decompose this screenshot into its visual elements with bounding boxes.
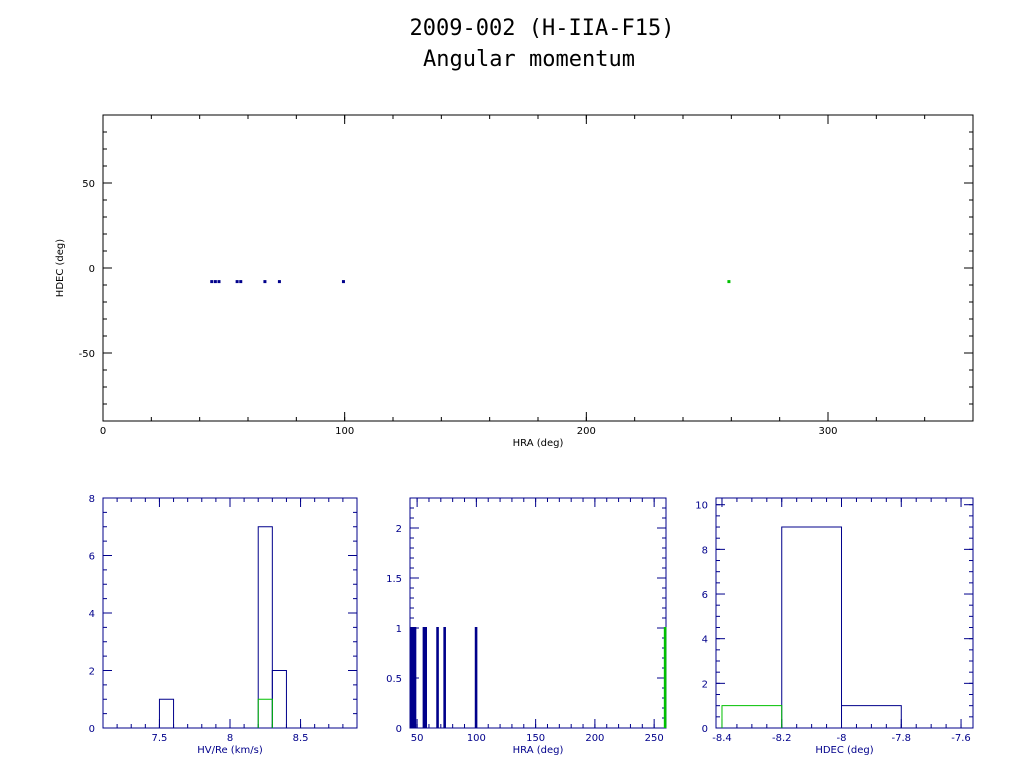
hist_hra-bar bbox=[413, 627, 417, 728]
hist_hv-frame bbox=[102, 497, 358, 729]
hist_hra-frame bbox=[409, 497, 667, 729]
scatter-point bbox=[235, 280, 239, 284]
scatter-point bbox=[277, 280, 281, 284]
hist_hra-bar bbox=[436, 627, 439, 728]
scatter-point bbox=[217, 280, 221, 284]
hist_hv-bar bbox=[158, 698, 175, 728]
scatter-x-tick-label: 300 bbox=[818, 426, 837, 437]
hist_hra-bar bbox=[474, 627, 478, 728]
hist_hdec-y-tick-label: 8 bbox=[702, 545, 708, 556]
hist_hra-x-axis-label: HRA (deg) bbox=[513, 745, 564, 756]
hist_hra-bar bbox=[411, 627, 415, 728]
scatter-y-tick-label: -50 bbox=[79, 349, 95, 360]
scatter-frame bbox=[102, 114, 974, 422]
hist_hra-bar bbox=[422, 627, 426, 728]
hist_hdec-bar bbox=[841, 705, 902, 728]
hist_hra-bar bbox=[424, 627, 427, 728]
hist_hdec-y-tick-label: 0 bbox=[702, 724, 708, 735]
hist_hv-x-tick-label: 8.5 bbox=[293, 733, 309, 744]
hist_hra-x-tick-label: 150 bbox=[526, 733, 545, 744]
hist_hdec-bar bbox=[781, 526, 843, 728]
hist_hv-y-tick-label: 4 bbox=[89, 609, 95, 620]
hist_hdec-y-tick-label: 10 bbox=[695, 501, 708, 512]
hist_hra-y-tick-label: 0 bbox=[396, 724, 402, 735]
scatter-x-tick-label: 200 bbox=[577, 426, 596, 437]
hist_hdec-y-tick-label: 2 bbox=[702, 679, 708, 690]
scatter-x-tick-label: 100 bbox=[335, 426, 354, 437]
hist_hra-x-tick-label: 250 bbox=[645, 733, 664, 744]
scatter-point bbox=[341, 280, 345, 284]
scatter-x-tick-label: 0 bbox=[100, 426, 106, 437]
hist_hv-bar bbox=[257, 526, 273, 728]
scatter-point bbox=[727, 280, 731, 284]
scatter-x-axis-label: HRA (deg) bbox=[513, 438, 564, 449]
scatter-point bbox=[213, 280, 217, 284]
hist_hv-x-axis-label: HV/Re (km/s) bbox=[197, 745, 263, 756]
chart-subtitle: Angular momentum bbox=[423, 47, 635, 72]
hist_hra-bar bbox=[663, 627, 667, 728]
hist_hv-y-tick-label: 2 bbox=[89, 667, 95, 678]
hist_hv-x-tick-label: 8 bbox=[227, 733, 233, 744]
hist_hra-x-tick-label: 50 bbox=[411, 733, 424, 744]
hist_hdec-bar bbox=[721, 705, 783, 728]
hist_hra-bar bbox=[410, 627, 413, 728]
hist_hv-y-tick-label: 0 bbox=[89, 724, 95, 735]
hist_hv-x-tick-label: 7.5 bbox=[151, 733, 167, 744]
scatter-y-tick-label: 0 bbox=[89, 264, 95, 275]
scatter-y-tick-label: 50 bbox=[82, 179, 95, 190]
hist_hv-y-tick-label: 8 bbox=[89, 494, 95, 505]
hist_hdec-frame bbox=[715, 497, 974, 729]
hist_hv-bar bbox=[257, 698, 273, 728]
hist_hdec-x-tick-label: -8.4 bbox=[712, 733, 732, 744]
hist_hra-y-tick-label: 0.5 bbox=[386, 674, 402, 685]
hist_hdec-y-tick-label: 4 bbox=[702, 635, 708, 646]
scatter-point bbox=[210, 280, 214, 284]
hist_hdec-x-tick-label: -8 bbox=[837, 733, 847, 744]
hist_hdec-y-tick-label: 6 bbox=[702, 590, 708, 601]
chart-title: 2009-002 (H-IIA-F15) bbox=[409, 16, 675, 41]
hist_hdec-x-tick-label: -8.2 bbox=[772, 733, 792, 744]
hist_hra-x-tick-label: 200 bbox=[585, 733, 604, 744]
hist_hra-y-tick-label: 1.5 bbox=[386, 574, 402, 585]
scatter-point bbox=[263, 280, 267, 284]
hist_hra-y-tick-label: 2 bbox=[396, 524, 402, 535]
hist_hv-bar bbox=[271, 670, 287, 728]
hist_hra-y-tick-label: 1 bbox=[396, 624, 402, 635]
scatter-point bbox=[239, 280, 243, 284]
hist_hv-y-tick-label: 6 bbox=[89, 552, 95, 563]
hist_hdec-x-tick-label: -7.8 bbox=[892, 733, 912, 744]
hist_hra-bar bbox=[443, 627, 446, 728]
hist_hra-x-tick-label: 100 bbox=[467, 733, 486, 744]
hist_hdec-x-axis-label: HDEC (deg) bbox=[815, 745, 873, 756]
scatter-y-axis-label: HDEC (deg) bbox=[55, 239, 66, 297]
hist_hdec-x-tick-label: -7.6 bbox=[951, 733, 971, 744]
